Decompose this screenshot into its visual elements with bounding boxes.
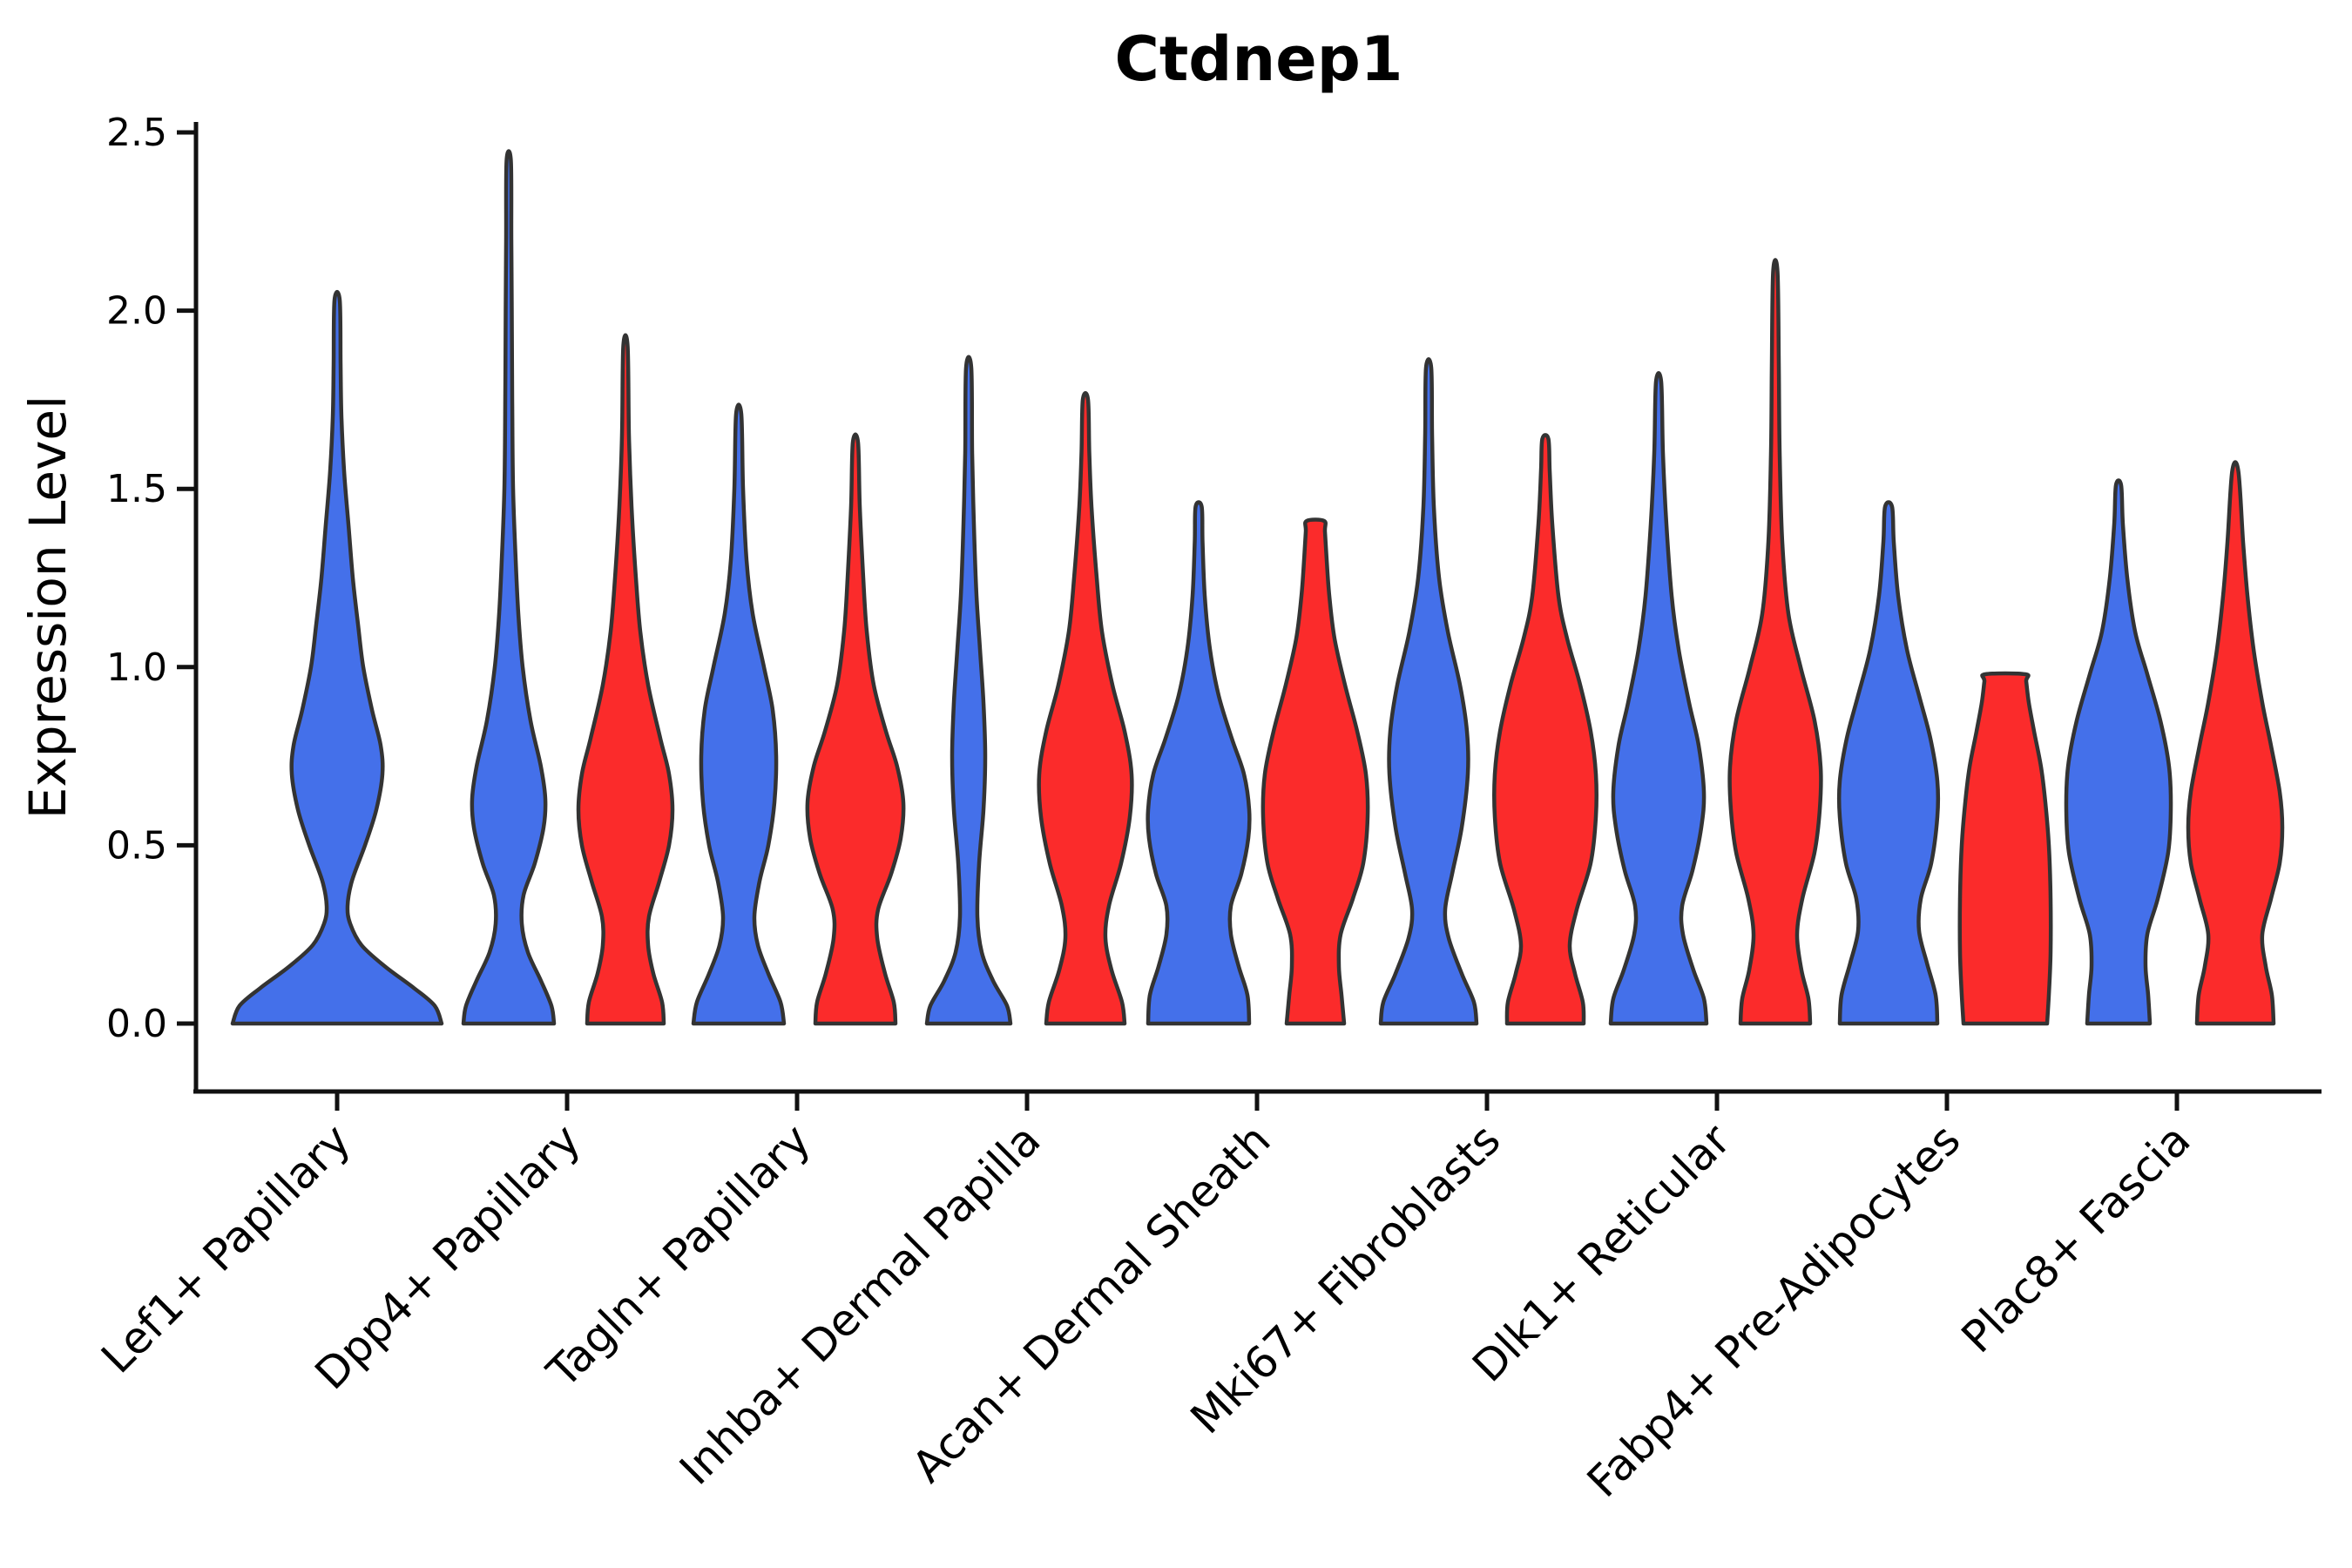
violin-inhba-dermal-papilla-condition-2-red	[1037, 391, 1134, 1026]
y-tick-label-0: 0.0	[106, 1002, 167, 1046]
violin-acan-dermal-sheath-condition-1-blue	[1146, 500, 1252, 1026]
violin-mki67-fibroblasts-condition-1-blue	[1378, 357, 1479, 1026]
x-tick-label-7: Fabp4+ Pre-Adipocytes	[1578, 1114, 1970, 1507]
violin-fabp4-pre-adipocytes-condition-2-red	[1957, 671, 2053, 1026]
y-tick-label-1: 0.5	[106, 823, 167, 868]
violin-mki67-fibroblasts-condition-2-red	[1492, 433, 1598, 1026]
y-axis-label: Expression Level	[18, 395, 78, 819]
violin-dlk1-reticular-condition-1-blue	[1608, 370, 1709, 1026]
violin-acan-dermal-sheath-condition-2-red	[1260, 517, 1370, 1026]
chart-title: Ctdnep1	[1114, 24, 1402, 95]
y-tick-label-3: 1.5	[106, 467, 167, 511]
violins-layer	[230, 149, 2285, 1026]
x-tick-label-0: Lef1+ Papillary	[91, 1114, 360, 1382]
y-tick-label-4: 2.0	[106, 289, 167, 334]
violin-plac8-fascia-condition-1-blue	[2064, 478, 2173, 1026]
violin-inhba-dermal-papilla-condition-1-blue	[924, 355, 1013, 1026]
violin-tagln-papillary-condition-2-red	[805, 432, 906, 1026]
violin-dlk1-reticular-condition-2-red	[1727, 258, 1823, 1026]
violin-dpp4-papillary-condition-1-blue	[461, 149, 557, 1026]
y-tick-label-2: 1.0	[106, 645, 167, 690]
violin-lef1-papillary-condition-1-blue	[230, 289, 444, 1026]
violin-dpp4-papillary-condition-2-red	[576, 333, 675, 1026]
violin-fabp4-pre-adipocytes-condition-1-blue	[1836, 500, 1941, 1026]
y-tick-label-5: 2.5	[106, 111, 167, 155]
x-tick-label-8: Plac8+ Fascia	[1952, 1114, 2200, 1362]
violin-plac8-fascia-condition-2-red	[2186, 460, 2285, 1026]
violin-tagln-papillary-condition-1-blue	[691, 402, 787, 1026]
